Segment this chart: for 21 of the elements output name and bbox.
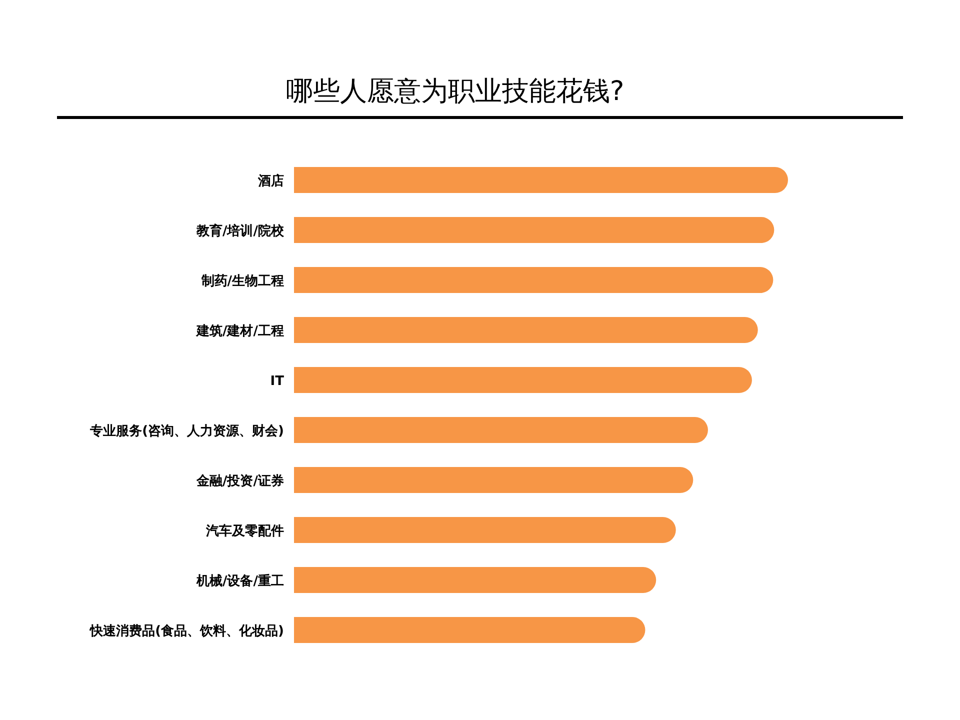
- bar: [294, 517, 676, 543]
- y-tick-label: 汽车及零配件: [205, 523, 284, 539]
- y-tick-label: 建筑/建材/工程: [196, 324, 284, 339]
- bar: [294, 167, 788, 193]
- y-tick-label: 金融/投资/证券: [196, 474, 284, 489]
- y-tick-label: 机械/设备/重工: [196, 573, 284, 589]
- y-tick-label: 教育/培训/院校: [196, 223, 285, 239]
- y-tick-label: 专业服务(咨询、人力资源、财会): [89, 423, 284, 439]
- bar: [294, 267, 774, 293]
- bar: [294, 467, 694, 493]
- bar: [294, 567, 656, 593]
- bar: [294, 617, 646, 643]
- bar: [294, 417, 708, 443]
- y-tick-label: 酒店: [257, 173, 284, 189]
- bar: [294, 367, 752, 393]
- bar: [294, 217, 774, 243]
- y-tick-label: IT: [270, 374, 284, 389]
- y-tick-label: 制药/生物工程: [200, 273, 284, 289]
- bar: [294, 317, 758, 343]
- y-tick-label: 快速消费品(食品、饮料、化妆品): [89, 624, 284, 639]
- chart-title: 哪些人愿意为职业技能花钱?: [286, 76, 624, 107]
